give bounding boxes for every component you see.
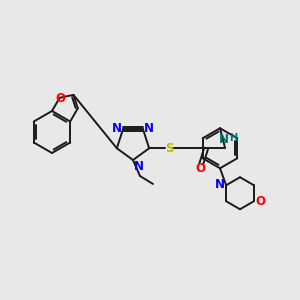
Text: N: N	[144, 122, 154, 135]
Text: O: O	[56, 92, 66, 105]
Text: O: O	[256, 195, 266, 208]
Text: S: S	[165, 142, 173, 155]
Text: H: H	[229, 133, 237, 143]
Text: N: N	[112, 122, 122, 135]
Text: N: N	[134, 160, 144, 173]
Text: N: N	[219, 133, 229, 146]
Text: N: N	[215, 178, 225, 191]
Text: O: O	[195, 162, 205, 175]
